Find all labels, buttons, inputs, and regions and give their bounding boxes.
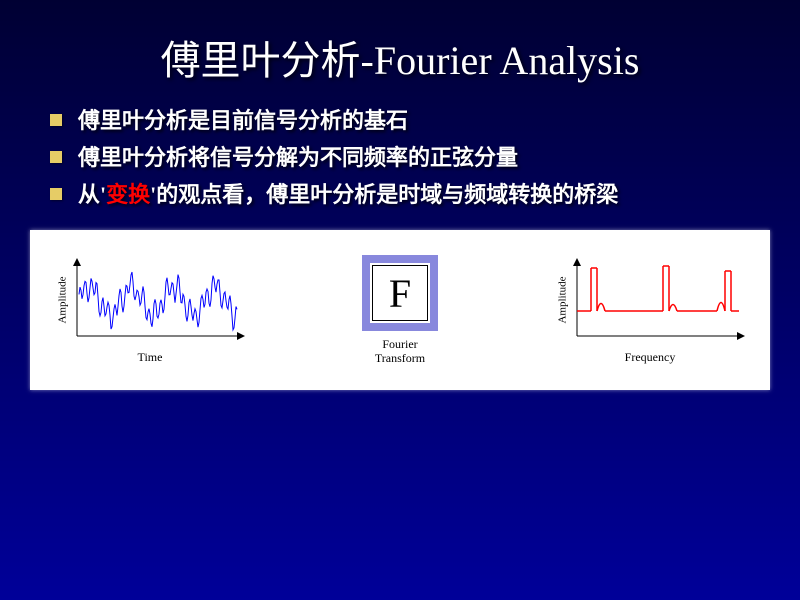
bullet-marker-icon (50, 188, 62, 200)
slide-title: 傅里叶分析-Fourier Analysis (0, 0, 800, 106)
bullet-text: 从'变换'的观点看，傅里叶分析是时域与频域转换的桥梁 (78, 180, 618, 211)
bullet-item: 从'变换'的观点看，傅里叶分析是时域与频域转换的桥梁 (50, 180, 750, 211)
bullet-marker-icon (50, 114, 62, 126)
fourier-transform-box: F FourierTransform (362, 255, 438, 366)
bullet-text: 傅里叶分析将信号分解为不同频率的正弦分量 (78, 143, 518, 174)
ft-letter: F (372, 265, 428, 321)
y-axis-label: Amplitude (57, 276, 69, 323)
bullet-list: 傅里叶分析是目前信号分析的基石 傅里叶分析将信号分解为不同频率的正弦分量 从'变… (0, 106, 800, 210)
time-domain-chart: Amplitude Time (50, 256, 250, 365)
highlight-text: 变换 (106, 182, 150, 207)
bullet-item: 傅里叶分析将信号分解为不同频率的正弦分量 (50, 143, 750, 174)
freq-signal-svg (567, 256, 747, 346)
frequency-domain-chart: Amplitude (550, 256, 750, 365)
ft-outer-border: F (362, 255, 438, 331)
bullet-item: 傅里叶分析是目前信号分析的基石 (50, 106, 750, 137)
bullet-text: 傅里叶分析是目前信号分析的基石 (78, 106, 408, 137)
x-axis-label: Frequency (625, 350, 676, 365)
time-signal-svg (67, 256, 247, 346)
ft-label: FourierTransform (375, 337, 425, 366)
bullet-marker-icon (50, 151, 62, 163)
x-axis-label: Time (138, 350, 163, 365)
y-axis-label: Amplitude (557, 276, 569, 323)
diagram-container: Amplitude Time F FourierTransform Amplit… (30, 230, 770, 390)
